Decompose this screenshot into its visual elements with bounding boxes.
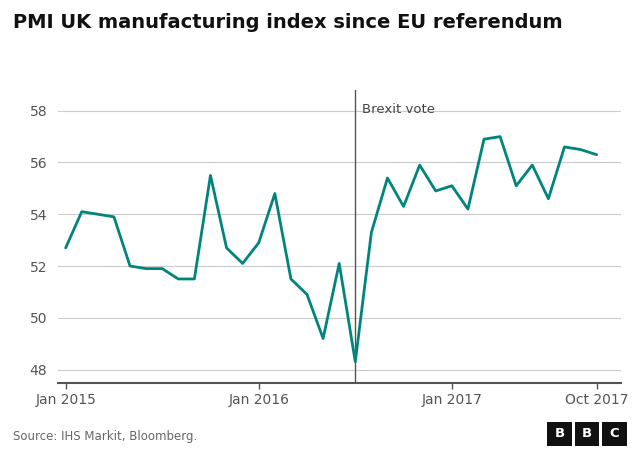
Text: Brexit vote: Brexit vote: [362, 103, 435, 116]
Text: B: B: [554, 428, 564, 440]
Text: Source: IHS Markit, Bloomberg.: Source: IHS Markit, Bloomberg.: [13, 430, 197, 443]
Text: B: B: [582, 428, 592, 440]
Text: C: C: [609, 428, 620, 440]
Text: PMI UK manufacturing index since EU referendum: PMI UK manufacturing index since EU refe…: [13, 14, 563, 32]
